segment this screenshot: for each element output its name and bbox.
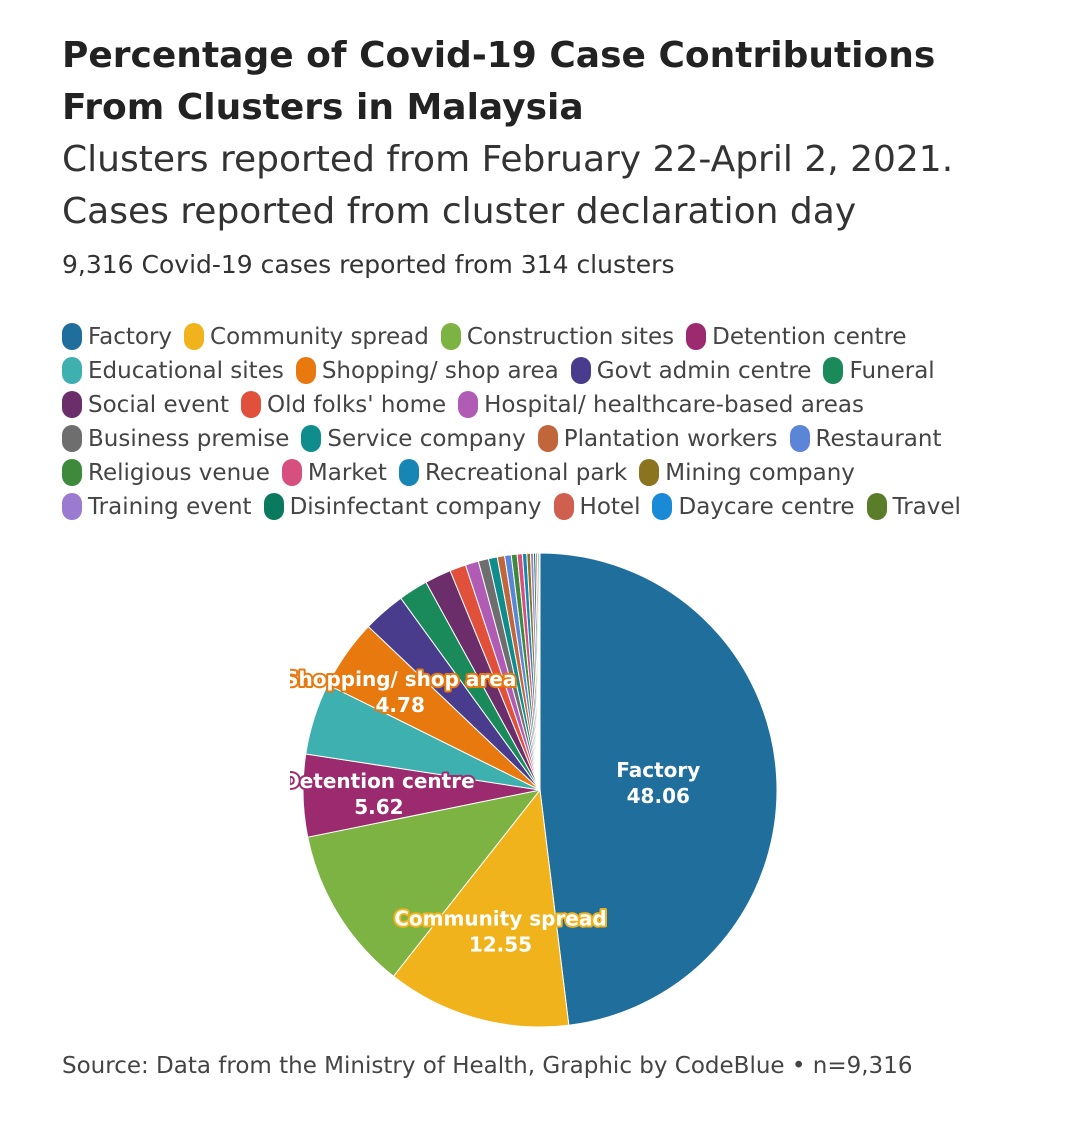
- legend-swatch: [295, 357, 316, 384]
- legend-swatch: [789, 425, 810, 452]
- pie-slice-community-spread: [392, 788, 570, 1028]
- legend-swatch: [823, 357, 844, 384]
- legend-label: Govt admin centre: [596, 358, 812, 384]
- source-note: Source: Data from the Ministry of Health…: [62, 1053, 913, 1079]
- legend-label: Market: [307, 460, 387, 486]
- pie-slice-factory: [539, 552, 778, 1026]
- case-count-note: 9,316 Covid-19 cases reported from 314 c…: [62, 250, 675, 279]
- legend-row: Business premise Service company Plantatio…: [62, 422, 1052, 456]
- legend-swatch: [301, 425, 322, 452]
- legend-label: Restaurant: [815, 426, 942, 452]
- subtitle-line-1: Clusters reported from February 22-April…: [62, 139, 954, 180]
- legend-label: Plantation workers: [563, 426, 778, 452]
- legend-label: Training event: [88, 494, 252, 520]
- legend-item-training-event: Training event: [62, 490, 252, 524]
- legend-label: Factory: [88, 324, 173, 350]
- legend-label: Community spread: [210, 324, 429, 350]
- legend-label: Disinfectant company: [289, 494, 542, 520]
- legend-swatch: [62, 391, 82, 418]
- legend-item-mining-company: Mining company: [639, 456, 855, 490]
- slice-value-detention-centre: 5.62: [354, 795, 403, 819]
- legend-item-hotel: Hotel: [553, 490, 641, 524]
- legend-row: Social event Old folks' home Hospital/ hea…: [62, 388, 1052, 422]
- slice-value-community-spread: 12.55: [469, 933, 532, 957]
- legend-label: Travel: [892, 494, 961, 520]
- legend-swatch: [241, 391, 262, 418]
- legend-swatch: [440, 323, 461, 350]
- legend-label: Business premise: [88, 426, 290, 452]
- legend-label: Recreational park: [424, 460, 628, 486]
- legend-label: Shopping/ shop area: [321, 358, 559, 384]
- legend-swatch: [537, 425, 558, 452]
- legend-item-shopping-shop-area: Shopping/ shop area: [295, 354, 559, 388]
- slice-label-community-spread: Community spread: [394, 907, 606, 931]
- legend-item-religious-venue: Religious venue: [62, 456, 270, 490]
- legend-item-disinfectant-company: Disinfectant company: [263, 490, 542, 524]
- legend-row: Factory Community spread Construction site…: [62, 320, 1052, 354]
- legend: Factory Community spread Construction site…: [62, 320, 1052, 524]
- legend-label: Hospital/ healthcare-based areas: [484, 392, 864, 418]
- legend-swatch: [62, 323, 82, 350]
- legend-label: Hotel: [579, 494, 641, 520]
- legend-label: Social event: [88, 392, 230, 418]
- legend-item-service-company: Service company: [301, 422, 526, 456]
- legend-swatch: [639, 459, 660, 486]
- legend-item-daycare-centre: Daycare centre: [652, 490, 855, 524]
- legend-item-funeral: Funeral: [823, 354, 935, 388]
- legend-item-social-event: Social event: [62, 388, 229, 422]
- pie-slice-construction-sites: [307, 789, 542, 977]
- legend-item-community-spread: Community spread: [184, 320, 429, 354]
- legend-item-old-folks-home: Old folks' home: [241, 388, 446, 422]
- legend-swatch: [281, 459, 302, 486]
- slice-label-shopping-shop-area: Shopping/ shop area: [290, 667, 516, 691]
- legend-label: Mining company: [665, 460, 855, 486]
- legend-item-market: Market: [281, 456, 387, 490]
- legend-row: Training event Disinfectant company Hotel D…: [62, 490, 1052, 524]
- chart-subtitle: Clusters reported from February 22-April…: [62, 134, 1042, 238]
- legend-label: Service company: [327, 426, 526, 452]
- legend-swatch: [553, 493, 574, 520]
- legend-label: Religious venue: [88, 460, 270, 486]
- legend-item-restaurant: Restaurant: [789, 422, 942, 456]
- legend-item-plantation-workers: Plantation workers: [537, 422, 778, 456]
- legend-row: Educational sites Shopping/ shop area Govt…: [62, 354, 1052, 388]
- legend-item-educational-sites: Educational sites: [62, 354, 284, 388]
- legend-swatch: [458, 391, 479, 418]
- slice-value-factory: 48.06: [627, 784, 690, 808]
- legend-label: Detention centre: [712, 324, 907, 350]
- legend-swatch: [570, 357, 591, 384]
- legend-label: Daycare centre: [678, 494, 855, 520]
- legend-swatch: [62, 357, 82, 384]
- legend-swatch: [62, 493, 82, 520]
- legend-label: Old folks' home: [267, 392, 447, 418]
- legend-swatch: [652, 493, 673, 520]
- legend-label: Educational sites: [88, 358, 284, 384]
- legend-item-hospital-healthcare-based-areas: Hospital/ healthcare-based areas: [458, 388, 864, 422]
- legend-item-detention-centre: Detention centre: [686, 320, 907, 354]
- legend-swatch: [62, 459, 82, 486]
- legend-swatch: [263, 493, 284, 520]
- legend-swatch: [686, 323, 707, 350]
- legend-label: Construction sites: [466, 324, 675, 350]
- legend-item-travel: Travel: [866, 490, 961, 524]
- slice-value-shopping-shop-area: 4.78: [376, 693, 425, 717]
- chart-title: Percentage of Covid-19 Case Contribution…: [62, 35, 936, 128]
- legend-swatch: [62, 425, 82, 452]
- legend-label: Funeral: [849, 358, 935, 384]
- legend-swatch: [398, 459, 419, 486]
- legend-swatch: [866, 493, 887, 520]
- legend-item-construction-sites: Construction sites: [440, 320, 675, 354]
- pie-slice-travel: [538, 552, 541, 791]
- legend-row: Religious venue Market Recreational park Mi…: [62, 456, 1052, 490]
- legend-item-govt-admin-centre: Govt admin centre: [570, 354, 812, 388]
- subtitle-line-2: Cases reported from cluster declaration …: [62, 191, 857, 232]
- slice-label-factory: Factory: [616, 758, 700, 782]
- legend-item-factory: Factory: [62, 320, 172, 354]
- slice-label-detention-centre: Detention centre: [290, 769, 475, 793]
- legend-item-business-premise: Business premise: [62, 422, 289, 456]
- legend-swatch: [184, 323, 205, 350]
- legend-item-recreational-park: Recreational park: [398, 456, 628, 490]
